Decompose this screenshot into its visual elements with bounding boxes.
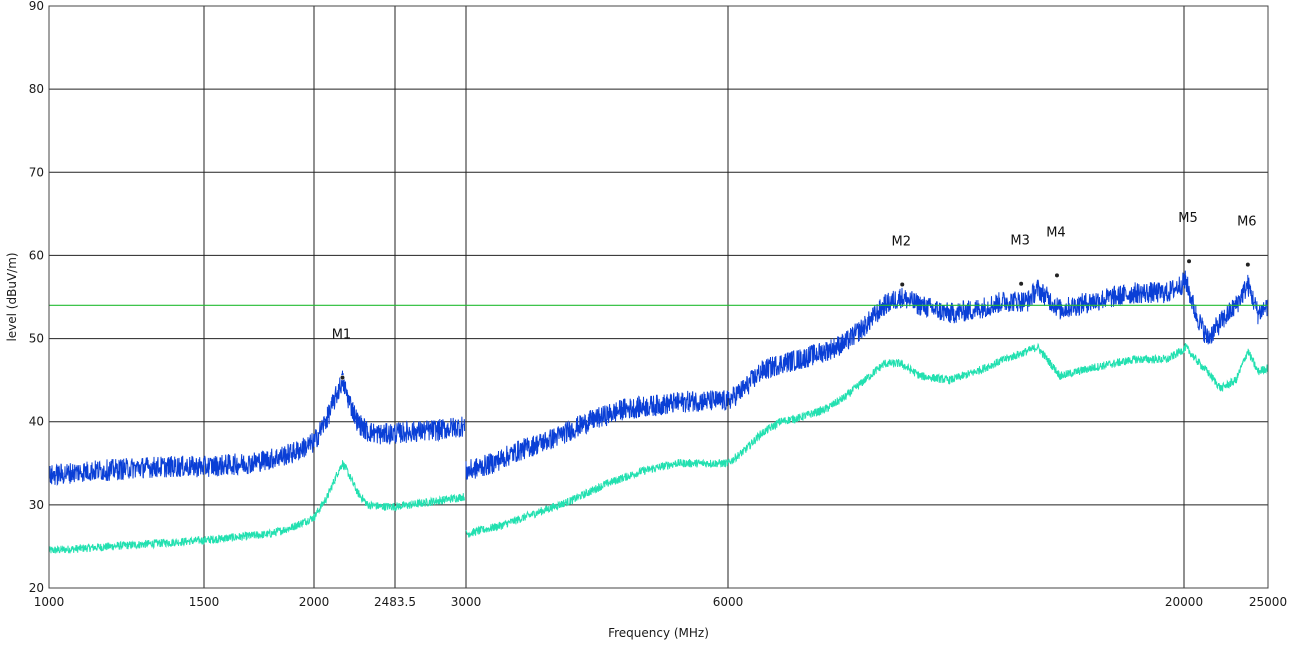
y-tick-label: 90: [29, 0, 44, 13]
marker-point: [899, 281, 905, 288]
y-tick-labels: 20 30 40 50 60 70 80 90: [29, 0, 44, 595]
marker-point: [1018, 281, 1024, 287]
marker-label: M2: [892, 235, 912, 250]
y-tick-label: 40: [29, 415, 44, 429]
markers-layer: M1 M2 M3 M4 M5 M6: [332, 211, 1257, 381]
y-axis-label: level (dBuV/m): [5, 252, 19, 341]
series-line: [48, 342, 1269, 554]
marker-label: M4: [1046, 225, 1066, 240]
y-tick-label: 20: [29, 581, 44, 595]
x-tick-label: 2483.5: [374, 595, 416, 609]
series-line: [48, 270, 1269, 487]
y-tick-label: 50: [29, 332, 44, 346]
marker-label: M1: [332, 328, 352, 343]
x-tick-label: 1000: [34, 595, 65, 609]
x-tick-label: 25000: [1249, 595, 1287, 609]
series-layer: [48, 270, 1269, 554]
y-tick-label: 60: [29, 248, 44, 262]
x-tick-label: 1500: [189, 595, 220, 609]
marker-label: M5: [1178, 211, 1198, 226]
grid: [48, 5, 1269, 589]
plot-frame: [48, 5, 1269, 589]
marker-point: [1186, 258, 1192, 264]
y-tick-label: 30: [29, 498, 44, 512]
marker-label: M3: [1010, 234, 1030, 249]
y-tick-label: 80: [29, 82, 44, 96]
x-tick-label: 6000: [713, 595, 744, 609]
x-tick-labels: 1000 1500 2000 2483.5 3000 6000 20000 25000: [34, 595, 1287, 609]
marker-label: M6: [1237, 215, 1257, 230]
x-axis-label: Frequency (MHz): [608, 626, 709, 640]
y-tick-label: 70: [29, 165, 44, 179]
x-tick-label: 3000: [451, 595, 482, 609]
marker-point: [1245, 261, 1251, 268]
marker-point: [339, 375, 346, 381]
x-tick-label: 2000: [299, 595, 330, 609]
marker-point: [1054, 272, 1060, 278]
x-tick-label: 20000: [1165, 595, 1203, 609]
